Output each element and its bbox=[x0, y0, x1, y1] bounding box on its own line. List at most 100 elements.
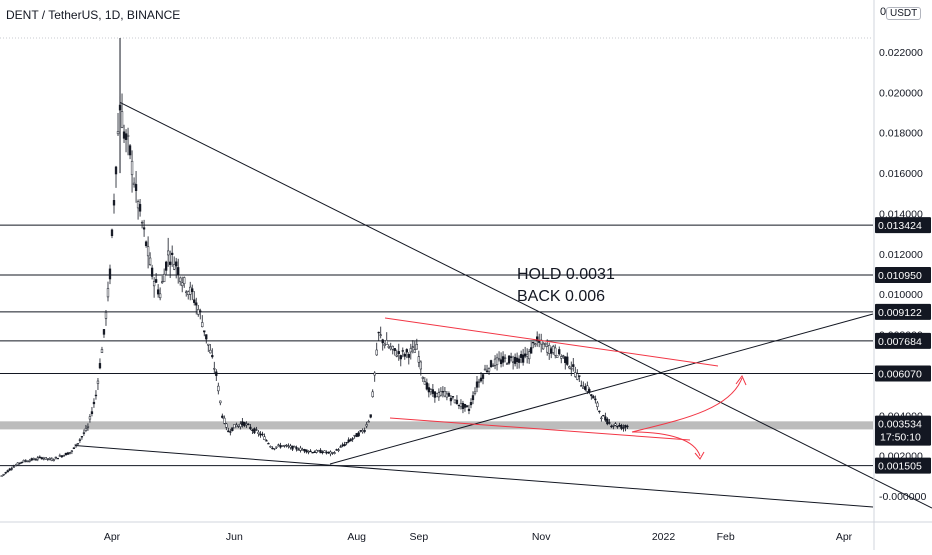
candle-body bbox=[253, 428, 256, 434]
candle-body bbox=[317, 450, 320, 452]
currency-button[interactable]: USDT bbox=[886, 7, 922, 20]
candle-body bbox=[483, 368, 487, 371]
candle-body bbox=[335, 449, 338, 451]
candle-body bbox=[493, 358, 497, 366]
level-label-bg bbox=[875, 457, 931, 474]
level-label: 0.009122 bbox=[878, 307, 922, 319]
candle-body bbox=[373, 372, 376, 376]
candle-body bbox=[16, 462, 19, 466]
candle-body bbox=[171, 252, 174, 255]
candle-body bbox=[477, 380, 481, 383]
candle-body bbox=[525, 354, 529, 357]
trendline-rising bbox=[329, 313, 874, 465]
candle-body bbox=[582, 386, 585, 389]
candle-body bbox=[265, 440, 268, 442]
candle-body bbox=[471, 395, 475, 401]
candle-body bbox=[323, 450, 326, 453]
candle-body bbox=[203, 330, 206, 333]
candle-body bbox=[341, 444, 344, 447]
candle-body bbox=[499, 359, 503, 365]
candle-body bbox=[146, 246, 150, 257]
candle-body bbox=[50, 458, 53, 461]
candle-body bbox=[305, 449, 308, 453]
candle-body bbox=[175, 261, 178, 267]
candle-body bbox=[415, 344, 418, 350]
candle-body bbox=[389, 346, 392, 350]
candle-body bbox=[521, 354, 525, 363]
candle-body bbox=[189, 286, 192, 295]
candle-body bbox=[58, 455, 62, 457]
candle-body bbox=[385, 340, 388, 345]
candle-body bbox=[219, 400, 222, 404]
candle-body bbox=[325, 452, 328, 454]
candle-body bbox=[144, 241, 148, 247]
candle-body bbox=[235, 424, 238, 427]
level-label: 0.013424 bbox=[878, 220, 922, 232]
candle-body bbox=[529, 347, 533, 354]
trendline-support bbox=[74, 445, 874, 508]
candle-body bbox=[138, 204, 142, 212]
red-arrowhead-down bbox=[694, 451, 705, 460]
candle-body bbox=[517, 358, 521, 363]
candle-body bbox=[140, 222, 144, 224]
candle-body bbox=[534, 343, 537, 346]
candle-body bbox=[10, 468, 13, 470]
y-tick-label: 0.016000 bbox=[879, 168, 923, 180]
candle-body bbox=[70, 450, 74, 453]
candle-body bbox=[457, 404, 461, 407]
candle-body bbox=[227, 430, 230, 433]
symbol-title[interactable]: DENT / TetherUS, 1D, BINANCE bbox=[6, 8, 181, 22]
candle-body bbox=[291, 445, 294, 450]
candle-body bbox=[209, 349, 212, 354]
candle-body bbox=[120, 111, 124, 128]
candle-body bbox=[269, 446, 272, 448]
candle-body bbox=[92, 401, 96, 405]
red-arrow-up bbox=[631, 377, 743, 433]
candle-body bbox=[207, 343, 210, 346]
candle-body bbox=[556, 355, 559, 358]
candle-body bbox=[351, 438, 354, 440]
candle-body bbox=[481, 374, 485, 379]
x-tick-label: Nov bbox=[532, 531, 551, 543]
candle-body bbox=[598, 410, 601, 413]
candle-body bbox=[542, 343, 545, 350]
candle-body bbox=[82, 432, 86, 434]
candle-body bbox=[40, 457, 43, 460]
candle-body bbox=[604, 416, 607, 421]
candle-body bbox=[301, 449, 304, 451]
candle-body bbox=[191, 288, 194, 293]
candle-body bbox=[108, 268, 112, 280]
candle-body bbox=[277, 444, 280, 446]
candle-body bbox=[239, 423, 242, 427]
level-label-bg bbox=[875, 332, 931, 349]
candle-body bbox=[437, 392, 441, 398]
candle-body bbox=[100, 349, 104, 354]
x-tick-label: 2022 bbox=[652, 531, 676, 543]
candle-body bbox=[570, 368, 573, 370]
candle-body bbox=[281, 445, 284, 447]
candle-body bbox=[160, 281, 164, 284]
candle-body bbox=[562, 355, 565, 357]
candle-body bbox=[548, 345, 551, 354]
candle-body bbox=[169, 261, 172, 265]
candle-body bbox=[339, 446, 342, 448]
candle-body bbox=[211, 355, 214, 358]
candle-body bbox=[337, 449, 340, 451]
candle-body bbox=[231, 427, 234, 431]
candle-body bbox=[319, 449, 322, 454]
candle-body bbox=[60, 455, 64, 458]
candle-body bbox=[580, 385, 583, 387]
x-tick-label: Sep bbox=[409, 531, 428, 543]
candle-body bbox=[126, 134, 130, 137]
candle-body bbox=[241, 421, 244, 426]
candle-body bbox=[467, 408, 471, 411]
candle-body bbox=[463, 403, 467, 408]
candle-body bbox=[213, 368, 216, 370]
level-label-bg bbox=[875, 267, 931, 284]
candle-body bbox=[616, 425, 619, 428]
candle-body bbox=[391, 345, 394, 350]
candle-body bbox=[237, 424, 240, 427]
candle-body bbox=[307, 451, 310, 453]
